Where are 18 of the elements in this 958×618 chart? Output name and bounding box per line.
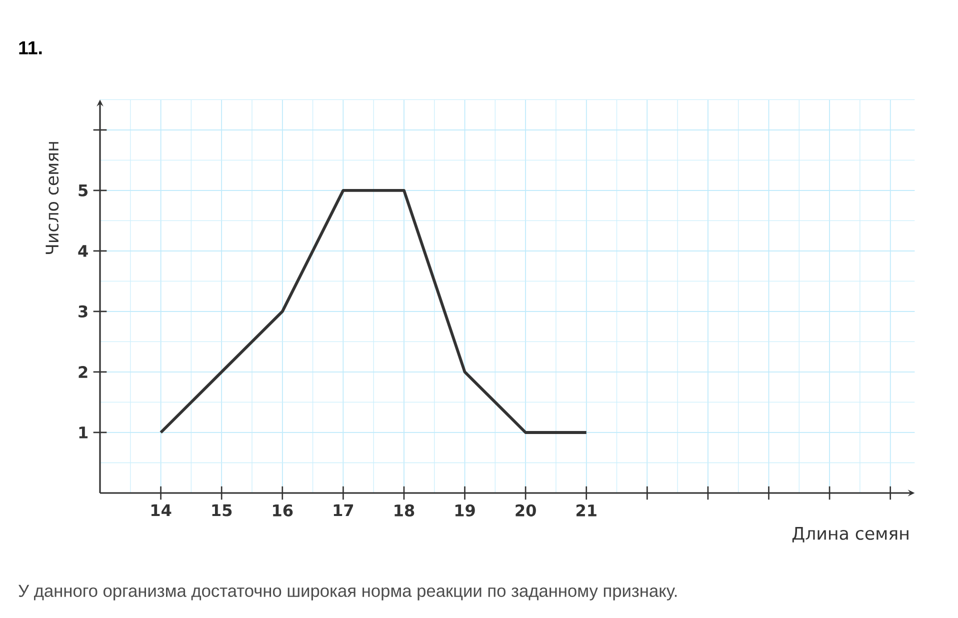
x-tick-label: 14 <box>151 504 172 516</box>
y-axis-title: Число семян <box>46 142 59 254</box>
y-tick-label: 2 <box>78 366 88 378</box>
chart-title: 11. <box>19 41 42 54</box>
x-tick-label: 18 <box>394 504 414 516</box>
line-series <box>159 188 588 434</box>
y-tick-label: 4 <box>78 245 88 257</box>
y-tick-label: 1 <box>79 426 88 438</box>
x-tick-label: 19 <box>455 504 475 516</box>
x-axis-title: Длина семян <box>792 527 908 542</box>
x-tick-label: 21 <box>576 504 596 516</box>
x-tick-label: 17 <box>334 504 354 516</box>
y-tick-label: 3 <box>78 305 88 318</box>
x-tick-label: 16 <box>273 504 293 516</box>
y-tick-label: 5 <box>78 184 88 196</box>
x-tick-label: 15 <box>212 504 232 516</box>
x-tick-label: 20 <box>516 504 536 516</box>
text: У данного организма достаточно широкая норма реакции по заданному признаку. <box>18 584 677 600</box>
